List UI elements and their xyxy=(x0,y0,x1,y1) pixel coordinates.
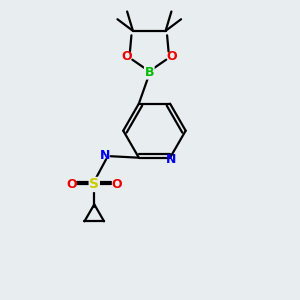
Text: B: B xyxy=(145,66,154,79)
Text: H: H xyxy=(101,151,109,161)
Text: S: S xyxy=(89,178,99,191)
Text: O: O xyxy=(66,178,77,191)
Text: N: N xyxy=(167,153,177,166)
Text: O: O xyxy=(122,50,132,63)
Text: N: N xyxy=(100,149,110,162)
Text: O: O xyxy=(166,50,177,63)
Text: O: O xyxy=(112,178,122,191)
